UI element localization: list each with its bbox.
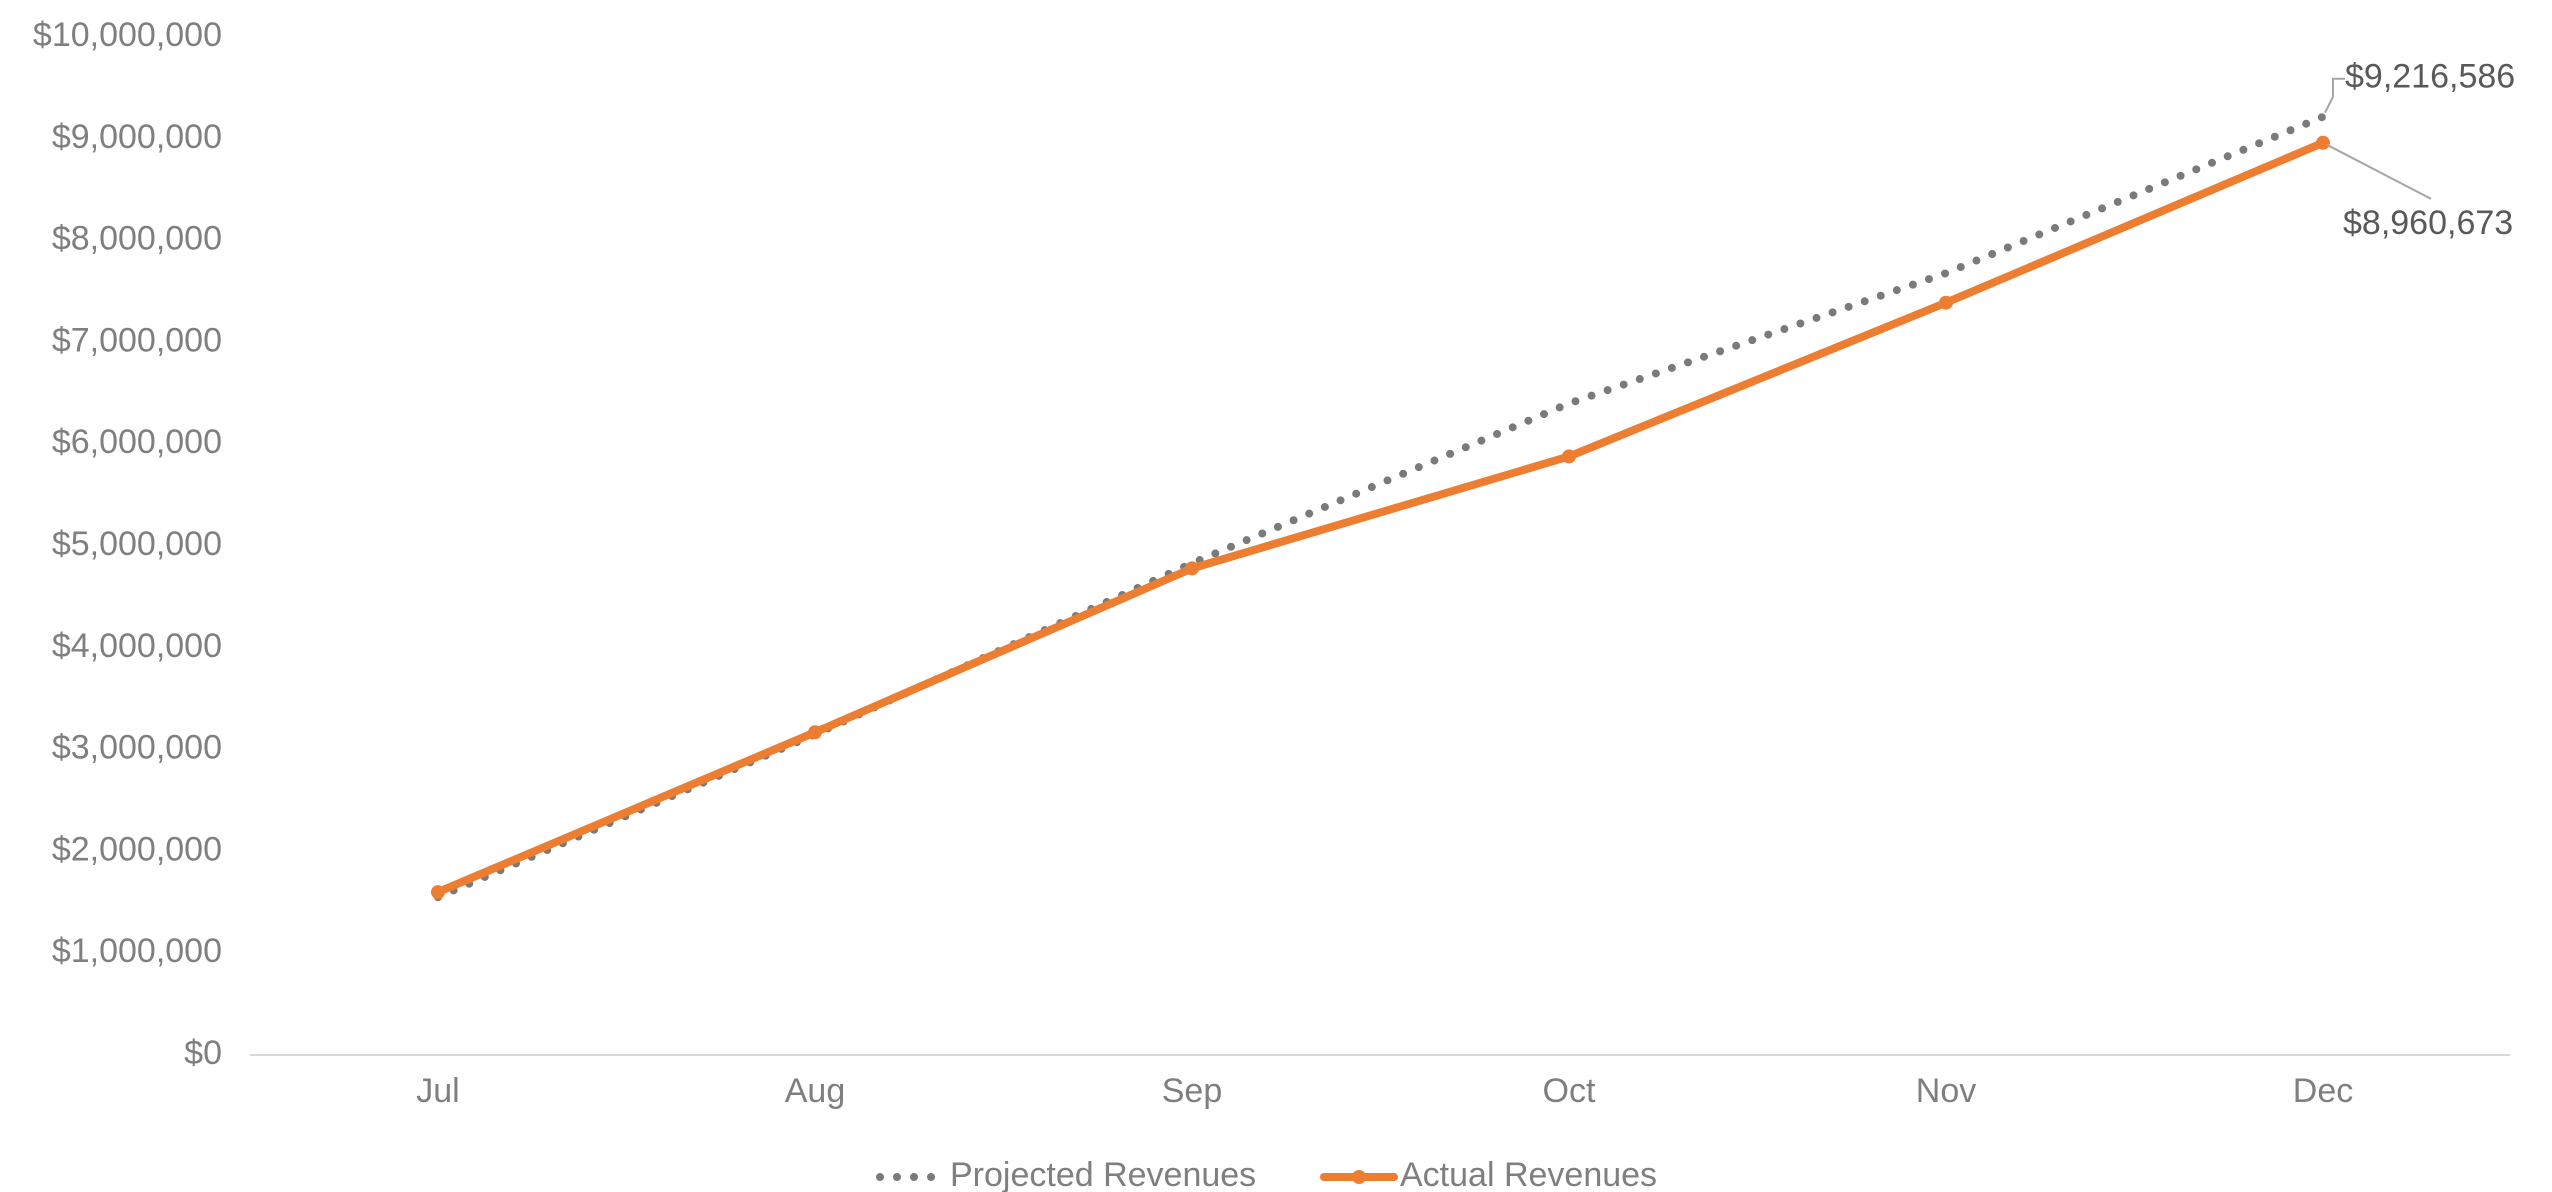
y-tick-label: $3,000,000	[52, 729, 222, 767]
data-point	[1939, 295, 1953, 310]
y-tick-label: $10,000,000	[33, 16, 222, 54]
data-label: $9,216,586	[2345, 58, 2515, 96]
x-tick-label: Jul	[416, 1072, 459, 1110]
series-actual-revenues	[431, 135, 2330, 900]
x-tick-label: Dec	[2293, 1072, 2353, 1110]
legend-label: Projected Revenues	[950, 1156, 1256, 1192]
data-point	[2316, 135, 2330, 150]
legend-marker	[1352, 1170, 1366, 1184]
data-point	[808, 725, 822, 740]
series-projected-revenues	[434, 112, 2327, 902]
legend-item-actual-revenues: Actual Revenues	[1320, 1156, 1657, 1192]
annotation-leader-line	[2326, 143, 2432, 200]
series-line	[434, 138, 2327, 897]
series-layer	[431, 112, 2330, 902]
y-tick-label: $9,000,000	[52, 118, 222, 156]
legend: Projected Revenues Actual Revenues	[876, 1156, 1657, 1192]
x-axis: Jul Aug Sep Oct Nov Dec	[250, 1054, 2510, 1110]
annotation-leader-line	[2324, 77, 2345, 114]
x-tick-label: Nov	[1916, 1072, 1976, 1110]
data-point	[1185, 561, 1199, 576]
x-tick-label: Oct	[1543, 1072, 1596, 1110]
x-tick-label: Aug	[785, 1072, 846, 1110]
y-tick-label: $7,000,000	[52, 321, 222, 359]
x-tick-label: Sep	[1162, 1072, 1223, 1110]
series-line	[434, 112, 2327, 902]
y-tick-label: $8,000,000	[52, 220, 222, 258]
y-axis: $0 $1,000,000 $2,000,000 $3,000,000 $4,000,0…	[33, 16, 222, 1072]
y-tick-label: $1,000,000	[52, 932, 222, 970]
data-label: $8,960,673	[2343, 204, 2513, 242]
legend-label: Actual Revenues	[1400, 1156, 1657, 1192]
y-tick-label: $0	[184, 1034, 222, 1072]
y-tick-label: $6,000,000	[52, 423, 222, 461]
data-point	[1562, 449, 1576, 464]
annotation-layer: $9,216,586 $8,960,673	[2324, 58, 2515, 242]
data-point	[431, 885, 445, 900]
y-tick-label: $5,000,000	[52, 525, 222, 563]
y-tick-label: $4,000,000	[52, 627, 222, 665]
legend-item-projected-revenues: Projected Revenues	[876, 1156, 1256, 1192]
y-tick-label: $2,000,000	[52, 830, 222, 868]
